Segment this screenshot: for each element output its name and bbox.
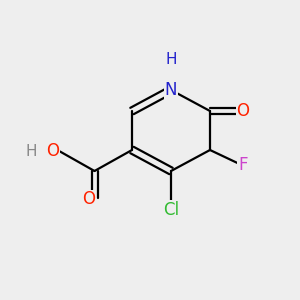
Text: O: O	[82, 190, 95, 208]
Text: O: O	[46, 142, 59, 160]
Text: H: H	[26, 144, 37, 159]
Text: H: H	[165, 52, 177, 68]
Text: F: F	[238, 156, 248, 174]
Text: Cl: Cl	[163, 201, 179, 219]
Text: O: O	[236, 102, 250, 120]
Text: N: N	[165, 81, 177, 99]
